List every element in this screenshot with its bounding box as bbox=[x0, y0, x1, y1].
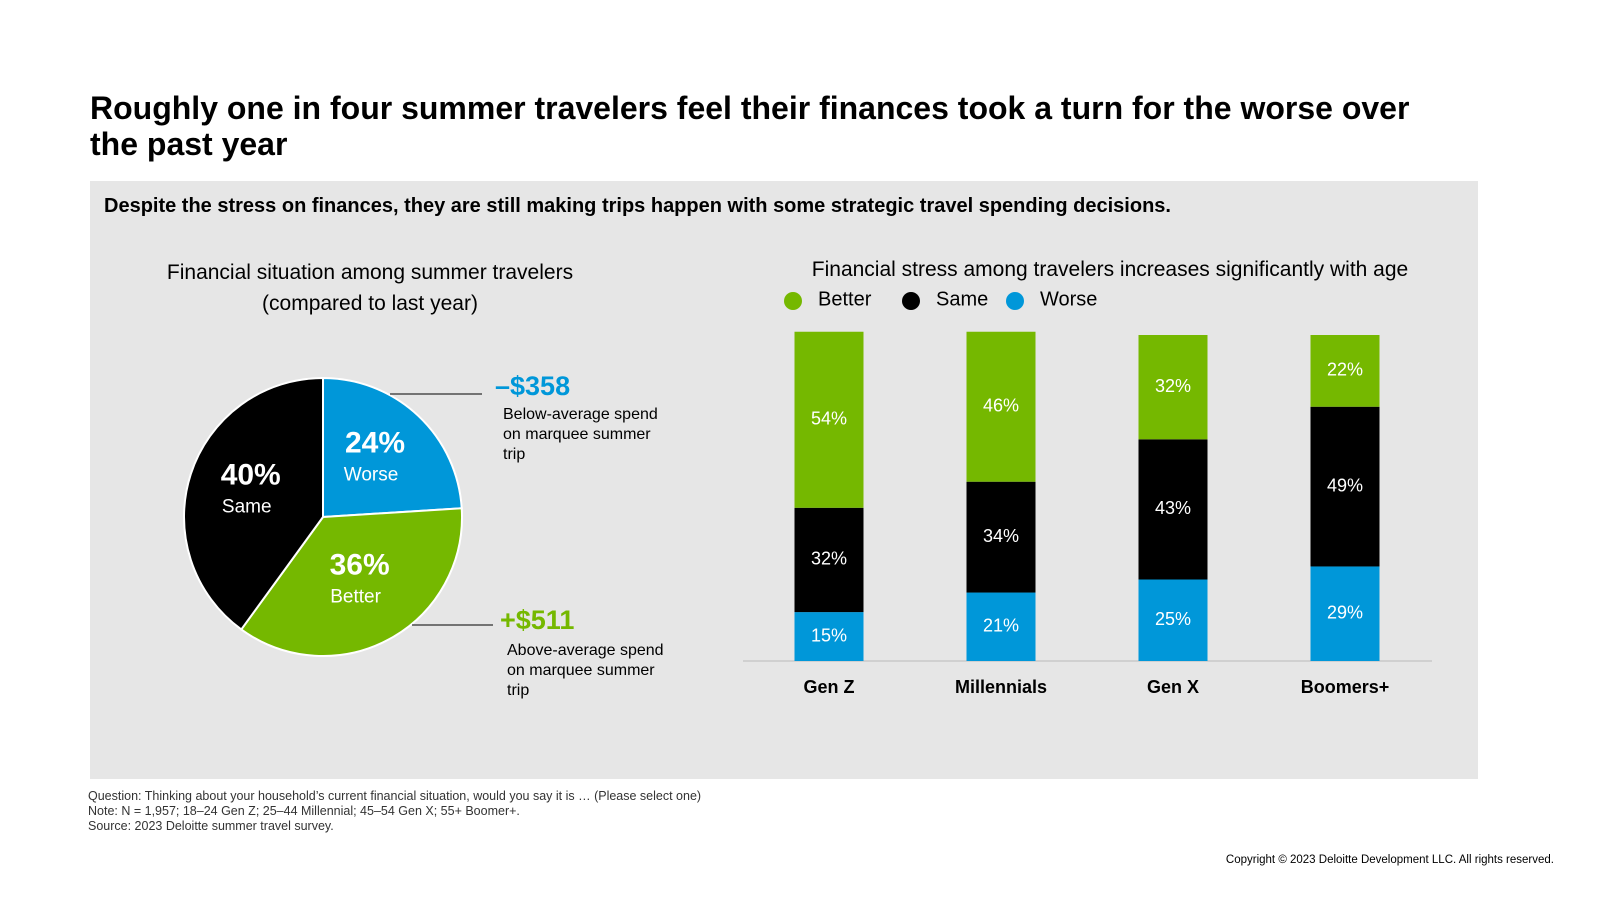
bar-value-label: 32% bbox=[811, 549, 847, 569]
bar-title: Financial stress among travelers increas… bbox=[811, 258, 1409, 281]
slice-category-label: Worse bbox=[344, 465, 399, 486]
bar-segment bbox=[794, 507, 864, 613]
legend-marker bbox=[784, 292, 802, 310]
annotation-value: –$358 bbox=[495, 371, 571, 401]
slice-value-label: 40% bbox=[221, 458, 281, 491]
subtitle: Despite the stress on finances, they are… bbox=[104, 195, 1171, 217]
annotation-text: Below-average spend on marquee summer tr… bbox=[503, 406, 658, 463]
bar-segment bbox=[966, 481, 1036, 593]
bar-value-label: 25% bbox=[1155, 609, 1191, 629]
legend-label: Same bbox=[936, 288, 988, 310]
bar-segment bbox=[1310, 335, 1380, 407]
note: Source: 2023 Deloitte summer travel surv… bbox=[88, 819, 334, 833]
pie-slice bbox=[183, 376, 324, 631]
bar-value-label: 22% bbox=[1327, 360, 1363, 380]
notes: Question: Thinking about your household’… bbox=[88, 789, 701, 834]
bar-segment bbox=[1138, 439, 1208, 580]
bar-value-label: 43% bbox=[1155, 498, 1191, 518]
x-tick-label: Millennials bbox=[955, 677, 1047, 697]
bar-segment bbox=[794, 612, 864, 661]
bar-segment bbox=[966, 592, 1036, 661]
legend-label: Better bbox=[818, 288, 872, 310]
bar-value-label: 46% bbox=[983, 395, 1019, 415]
bar-value-label: 15% bbox=[811, 625, 847, 645]
pie-slice bbox=[239, 507, 463, 657]
bar-segment bbox=[1310, 406, 1380, 567]
slice-category-label: Same bbox=[222, 497, 272, 518]
bar-segment bbox=[1310, 566, 1380, 661]
note: Question: Thinking about your household’… bbox=[88, 789, 702, 803]
bar-value-label: 29% bbox=[1327, 602, 1363, 622]
pie-slice bbox=[322, 376, 463, 519]
bar-value-label: 21% bbox=[983, 616, 1019, 636]
bar-value-label: 32% bbox=[1155, 376, 1191, 396]
x-tick-label: Boomers+ bbox=[1301, 677, 1390, 697]
bar-segment bbox=[966, 331, 1036, 482]
x-tick-label: Gen Z bbox=[803, 677, 854, 697]
slice-category-label: Better bbox=[330, 587, 381, 608]
bar-value-label: 49% bbox=[1327, 475, 1363, 495]
legend-marker bbox=[902, 292, 920, 310]
slice-value-label: 36% bbox=[330, 549, 390, 582]
legend-marker bbox=[1006, 292, 1024, 310]
bar-segment bbox=[794, 331, 864, 508]
slide-title: Roughly one in four summer travelers fee… bbox=[90, 90, 1410, 162]
bar-value-label: 34% bbox=[983, 526, 1019, 546]
x-tick-label: Gen X bbox=[1147, 677, 1199, 697]
bar-segment bbox=[1138, 579, 1208, 661]
annotation-text: Above-average spend on marquee summer tr… bbox=[507, 642, 664, 699]
copyright: Copyright © 2023 Deloitte Development LL… bbox=[1225, 854, 1554, 866]
note: Note: N = 1,957; 18–24 Gen Z; 25–44 Mill… bbox=[88, 804, 520, 818]
bar-value-label: 54% bbox=[811, 409, 847, 429]
slice-value-label: 24% bbox=[345, 427, 405, 460]
bar-segment bbox=[1138, 335, 1208, 440]
legend-label: Worse bbox=[1040, 288, 1097, 310]
pie-title: Financial situation among summer travele… bbox=[166, 261, 574, 315]
annotation-value: +$511 bbox=[500, 605, 575, 635]
